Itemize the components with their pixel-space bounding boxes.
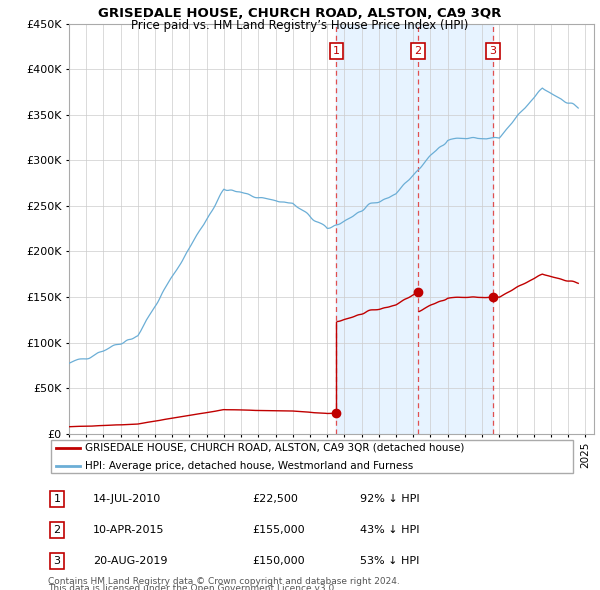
Text: GRISEDALE HOUSE, CHURCH ROAD, ALSTON, CA9 3QR: GRISEDALE HOUSE, CHURCH ROAD, ALSTON, CA… — [98, 7, 502, 20]
Text: Contains HM Land Registry data © Crown copyright and database right 2024.: Contains HM Land Registry data © Crown c… — [48, 577, 400, 586]
Text: HPI: Average price, detached house, Westmorland and Furness: HPI: Average price, detached house, West… — [85, 461, 413, 471]
Text: 92% ↓ HPI: 92% ↓ HPI — [360, 494, 419, 504]
Text: This data is licensed under the Open Government Licence v3.0.: This data is licensed under the Open Gov… — [48, 584, 337, 590]
Bar — [337, 24, 493, 434]
Text: 14-JUL-2010: 14-JUL-2010 — [93, 494, 161, 504]
Text: £150,000: £150,000 — [252, 556, 305, 566]
Text: 2: 2 — [415, 46, 421, 56]
Text: Price paid vs. HM Land Registry’s House Price Index (HPI): Price paid vs. HM Land Registry’s House … — [131, 19, 469, 32]
Text: GRISEDALE HOUSE, CHURCH ROAD, ALSTON, CA9 3QR (detached house): GRISEDALE HOUSE, CHURCH ROAD, ALSTON, CA… — [85, 442, 464, 453]
Text: 1: 1 — [333, 46, 340, 56]
Text: £22,500: £22,500 — [252, 494, 298, 504]
Text: 3: 3 — [490, 46, 497, 56]
Text: 10-APR-2015: 10-APR-2015 — [93, 525, 164, 535]
Text: £155,000: £155,000 — [252, 525, 305, 535]
Text: 2: 2 — [53, 525, 61, 535]
Text: 43% ↓ HPI: 43% ↓ HPI — [360, 525, 419, 535]
Text: 53% ↓ HPI: 53% ↓ HPI — [360, 556, 419, 566]
Text: 20-AUG-2019: 20-AUG-2019 — [93, 556, 167, 566]
Text: 1: 1 — [53, 494, 61, 504]
FancyBboxPatch shape — [50, 440, 574, 473]
Text: 3: 3 — [53, 556, 61, 566]
